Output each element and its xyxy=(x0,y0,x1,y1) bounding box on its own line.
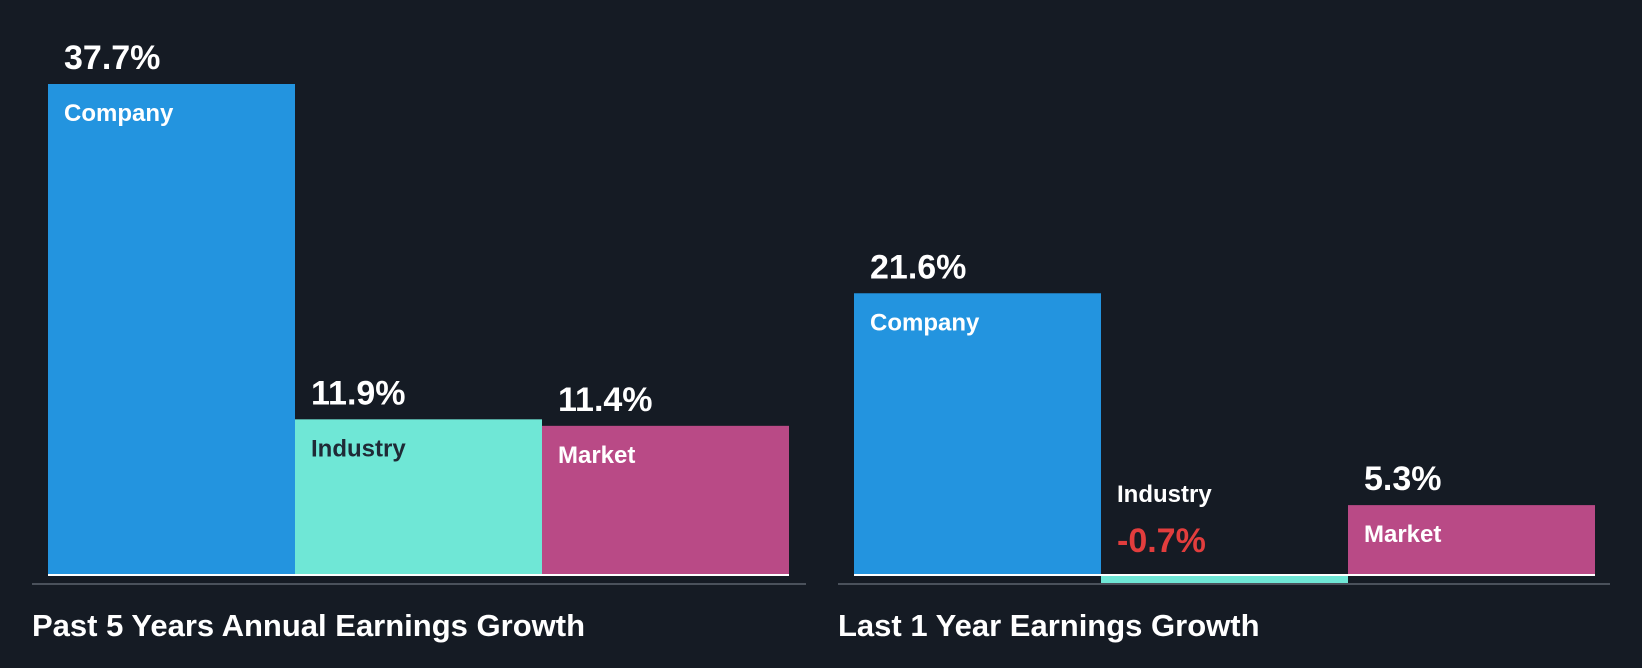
panel2-bar-industry xyxy=(1101,574,1348,584)
panel1-label-company: Company xyxy=(64,100,174,127)
panel1-value-industry: 11.9% xyxy=(311,374,406,412)
panel1-label-market: Market xyxy=(558,442,635,469)
panel1-value-company: 37.7% xyxy=(64,39,160,77)
panel2-title: Last 1 Year Earnings Growth xyxy=(838,608,1260,643)
panel1-bar-market xyxy=(542,425,789,574)
panel1-label-industry: Industry xyxy=(311,435,406,462)
panel2-label-industry: Industry xyxy=(1117,481,1212,508)
panel2-value-industry: -0.7% xyxy=(1117,522,1206,560)
panel1-title: Past 5 Years Annual Earnings Growth xyxy=(32,608,585,643)
panel1-bar-industry xyxy=(295,419,542,574)
panel2-label-company: Company xyxy=(870,309,980,336)
panel2-label-market: Market xyxy=(1364,521,1441,548)
panel2-value-company: 21.6% xyxy=(870,248,966,286)
panel2-bar-market xyxy=(1348,505,1595,574)
panel1-bar-company xyxy=(48,84,295,574)
panel1-value-market: 11.4% xyxy=(558,381,653,419)
panel2-bar-company xyxy=(854,293,1101,574)
panel2-value-market: 5.3% xyxy=(1364,460,1442,498)
